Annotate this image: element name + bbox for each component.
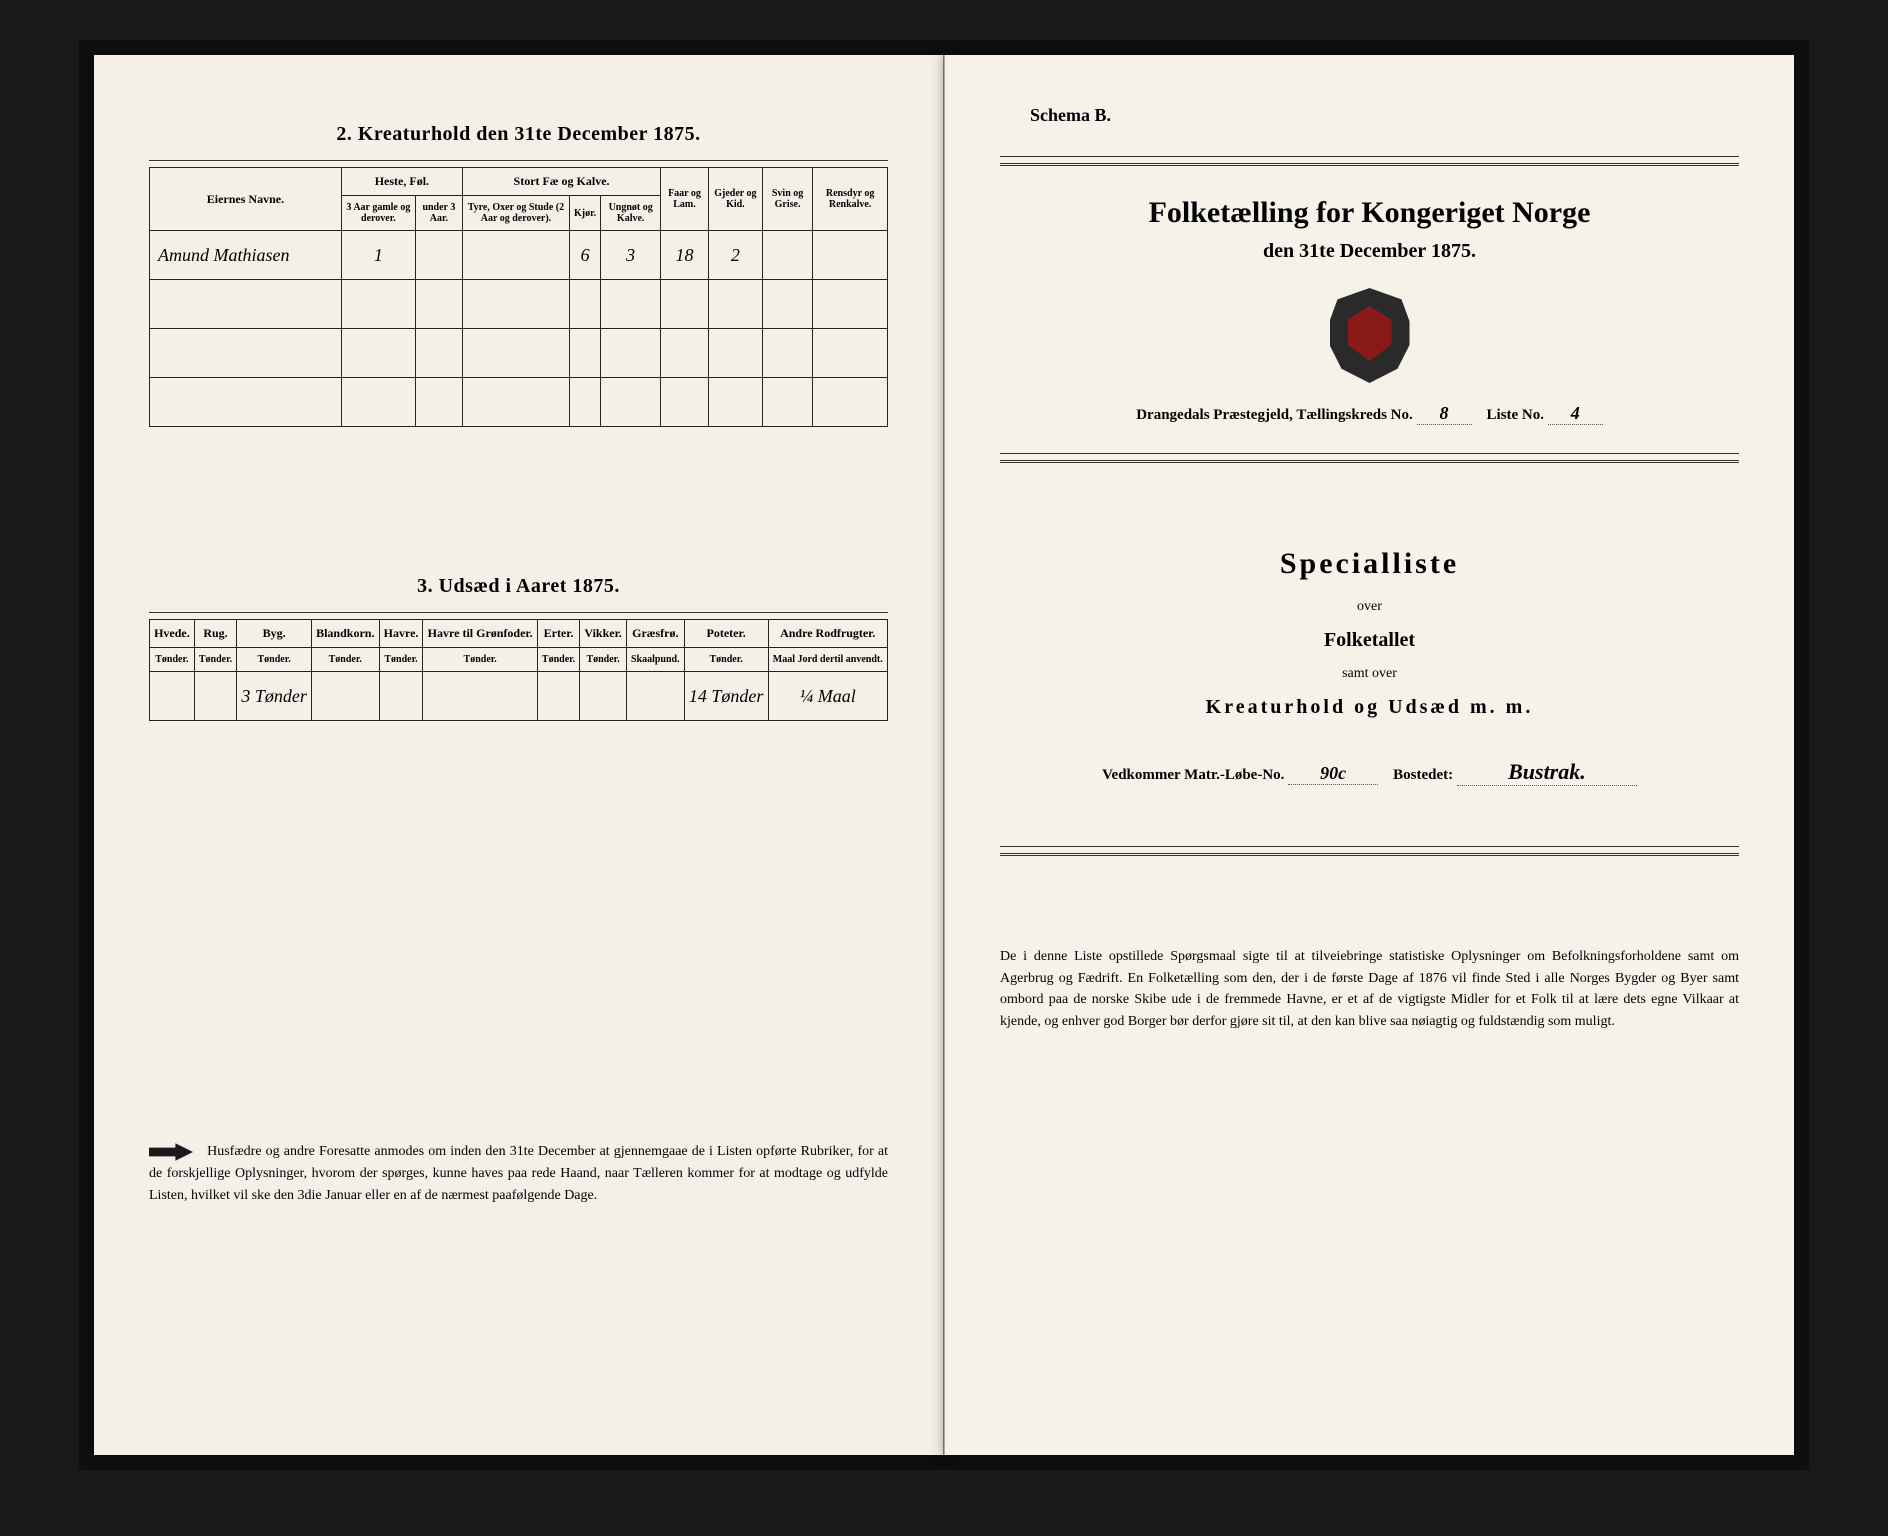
matr-no: 90c [1288,763,1378,785]
seed-sub: Skaalpund. [626,648,684,672]
cell-calf: 3 [601,231,661,280]
seed-col: Havre. [379,620,423,648]
seed-cell: 3 Tønder [237,672,312,721]
grp-horses: Heste, Føl. [341,168,462,196]
seed-cell: 14 Tønder [684,672,768,721]
seed-sub: Tønder. [311,648,379,672]
cell-pigs [762,231,812,280]
seed-cell [537,672,579,721]
cell-bull [462,231,569,280]
seed-table: Hvede.Rug.Byg.Blandkorn.Havre.Havre til … [149,619,888,721]
seed-cell: ¼ Maal [768,672,887,721]
cell-reindeer [813,231,888,280]
seed-cell [311,672,379,721]
seed-cell [379,672,423,721]
sub-cow: Kjør. [570,196,601,231]
col-sheep: Faar og Lam. [661,168,709,231]
seed-col: Græsfrø. [626,620,684,648]
sub-bull: Tyre, Oxer og Stude (2 Aar og derover). [462,196,569,231]
sub-horse-young: under 3 Aar. [415,196,462,231]
seed-sub: Tønder. [379,648,423,672]
seed-col: Andre Rodfrugter. [768,620,887,648]
seed-sub: Tønder. [580,648,627,672]
seed-cell [580,672,627,721]
col-reindeer: Rensdyr og Renkalve. [813,168,888,231]
cell-horse-young [415,231,462,280]
census-title: Folketælling for Kongeriget Norge [1000,196,1739,230]
sub-horse-old: 3 Aar gamle og derover. [341,196,415,231]
footnote-text: Husfædre og andre Foresatte anmodes om i… [149,1144,888,1202]
parish-line: Drangedals Præstegjeld, Tællingskreds No… [1000,403,1739,425]
bosted: Bustrak. [1457,759,1637,786]
seed-cell [194,672,236,721]
list-no: 4 [1548,403,1603,425]
specialliste: Specialliste [1000,547,1739,581]
kreatur-line: Kreaturhold og Udsæd m. m. [1000,696,1739,719]
left-footnote: Husfædre og andre Foresatte anmodes om i… [149,1141,888,1206]
seed-col: Blandkorn. [311,620,379,648]
coat-of-arms-icon [1330,288,1410,383]
seed-col: Havre til Grønfoder. [423,620,537,648]
cell-cow: 6 [570,231,601,280]
seed-sub: Tønder. [150,648,195,672]
seed-col: Vikker. [580,620,627,648]
col-owner: Eiernes Navne. [150,168,342,231]
parish-no: 8 [1417,403,1472,425]
folketallet: Folketallet [1000,629,1739,652]
left-page: 2. Kreaturhold den 31te December 1875. E… [94,55,944,1455]
document-spread: 2. Kreaturhold den 31te December 1875. E… [79,40,1809,1470]
seed-sub: Tønder. [237,648,312,672]
seed-col: Rug. [194,620,236,648]
right-page: Schema B. Folketælling for Kongeriget No… [944,55,1794,1455]
seed-sub: Maal Jord dertil anvendt. [768,648,887,672]
seed-sub: Tønder. [537,648,579,672]
cell-goats: 2 [708,231,762,280]
over-label: over [1000,599,1739,615]
section2-title: 2. Kreaturhold den 31te December 1875. [149,123,888,146]
cell-sheep: 18 [661,231,709,280]
pointing-hand-icon [149,1141,193,1163]
seed-cell [423,672,537,721]
livestock-table: Eiernes Navne. Heste, Føl. Stort Fæ og K… [149,167,888,427]
right-footnote: De i denne Liste opstillede Spørgsmaal s… [1000,946,1739,1033]
samt-label: samt over [1000,666,1739,682]
owner-name: Amund Mathiasen [150,231,342,280]
cell-horse-old: 1 [341,231,415,280]
seed-sub: Tønder. [423,648,537,672]
seed-col: Poteter. [684,620,768,648]
col-pigs: Svin og Grise. [762,168,812,231]
col-goats: Gjeder og Kid. [708,168,762,231]
matr-line: Vedkommer Matr.-Løbe-No. 90c Bostedet: B… [1000,759,1739,786]
census-date: den 31te December 1875. [1000,240,1739,263]
seed-sub: Tønder. [684,648,768,672]
seed-col: Erter. [537,620,579,648]
seed-col: Hvede. [150,620,195,648]
seed-cell [150,672,195,721]
section3-title: 3. Udsæd i Aaret 1875. [149,575,888,598]
grp-cattle: Stort Fæ og Kalve. [462,168,660,196]
seed-cell [626,672,684,721]
sub-calf: Ungnøt og Kalve. [601,196,661,231]
schema-label: Schema B. [1030,105,1739,126]
seed-sub: Tønder. [194,648,236,672]
seed-col: Byg. [237,620,312,648]
